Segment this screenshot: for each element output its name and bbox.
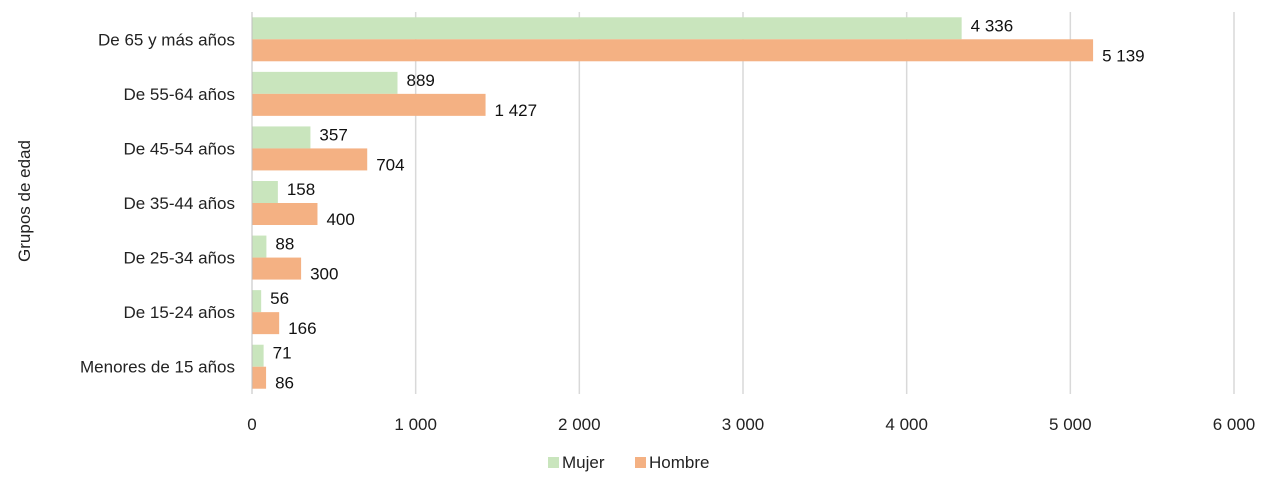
bar-hombre — [252, 366, 267, 389]
data-label: 5 139 — [1102, 46, 1145, 65]
category-label: De 35-44 años — [123, 194, 235, 213]
category-label: De 45-54 años — [123, 139, 235, 158]
x-tick-label: 4 000 — [885, 415, 928, 434]
category-label: De 65 y más años — [98, 30, 235, 49]
bar-mujer — [252, 344, 264, 367]
category-label: De 15-24 años — [123, 303, 235, 322]
legend: Mujer Hombre — [548, 453, 709, 472]
data-label: 158 — [287, 180, 315, 199]
x-tick-label: 5 000 — [1049, 415, 1092, 434]
data-label: 86 — [275, 374, 294, 393]
x-tick-label: 0 — [247, 415, 256, 434]
data-labels: 4 336 5 139 889 1 427 357 704 158 400 88 300 56 166… — [270, 16, 1144, 392]
y-axis-title: Grupos de edad — [15, 140, 34, 262]
x-tick-label: 2 000 — [558, 415, 601, 434]
data-label: 166 — [288, 319, 316, 338]
bar-mujer — [252, 126, 311, 149]
x-tick-label: 6 000 — [1213, 415, 1256, 434]
bar-hombre — [252, 257, 302, 280]
gridlines — [414, 12, 1235, 394]
data-label: 357 — [319, 125, 347, 144]
data-label: 1 427 — [495, 101, 538, 120]
legend-label: Hombre — [649, 453, 709, 472]
category-label: De 25-34 años — [123, 249, 235, 268]
bar-hombre — [252, 148, 368, 171]
data-label: 88 — [275, 235, 294, 254]
bar-mujer — [252, 181, 278, 203]
bar-mujer — [252, 235, 267, 258]
bar-mujer — [252, 290, 262, 313]
bars — [252, 17, 1094, 389]
category-label: Menores de 15 años — [80, 358, 235, 377]
data-label: 71 — [273, 344, 292, 363]
x-tick-label: 3 000 — [722, 415, 765, 434]
legend-swatch-mujer — [548, 457, 559, 468]
x-axis-tick-labels: 0 1 000 2 000 3 000 4 000 5 000 6 000 — [247, 415, 1255, 434]
data-label: 300 — [310, 265, 338, 284]
data-label: 704 — [376, 155, 404, 174]
legend-label: Mujer — [562, 453, 605, 472]
bar-hombre — [252, 93, 486, 116]
data-label: 400 — [326, 210, 354, 229]
data-label: 4 336 — [971, 16, 1014, 35]
data-label: 56 — [270, 289, 289, 308]
bar-mujer — [252, 71, 398, 94]
x-tick-label: 1 000 — [394, 415, 437, 434]
category-labels: De 65 y más años De 55-64 años De 45-54 añ… — [80, 30, 235, 376]
data-label: 889 — [406, 71, 434, 90]
bar-hombre — [252, 39, 1094, 62]
category-label: De 55-64 años — [123, 85, 235, 104]
legend-swatch-hombre — [635, 457, 646, 468]
bar-hombre — [252, 312, 280, 335]
bar-hombre — [252, 203, 318, 225]
bar-mujer — [252, 17, 962, 40]
